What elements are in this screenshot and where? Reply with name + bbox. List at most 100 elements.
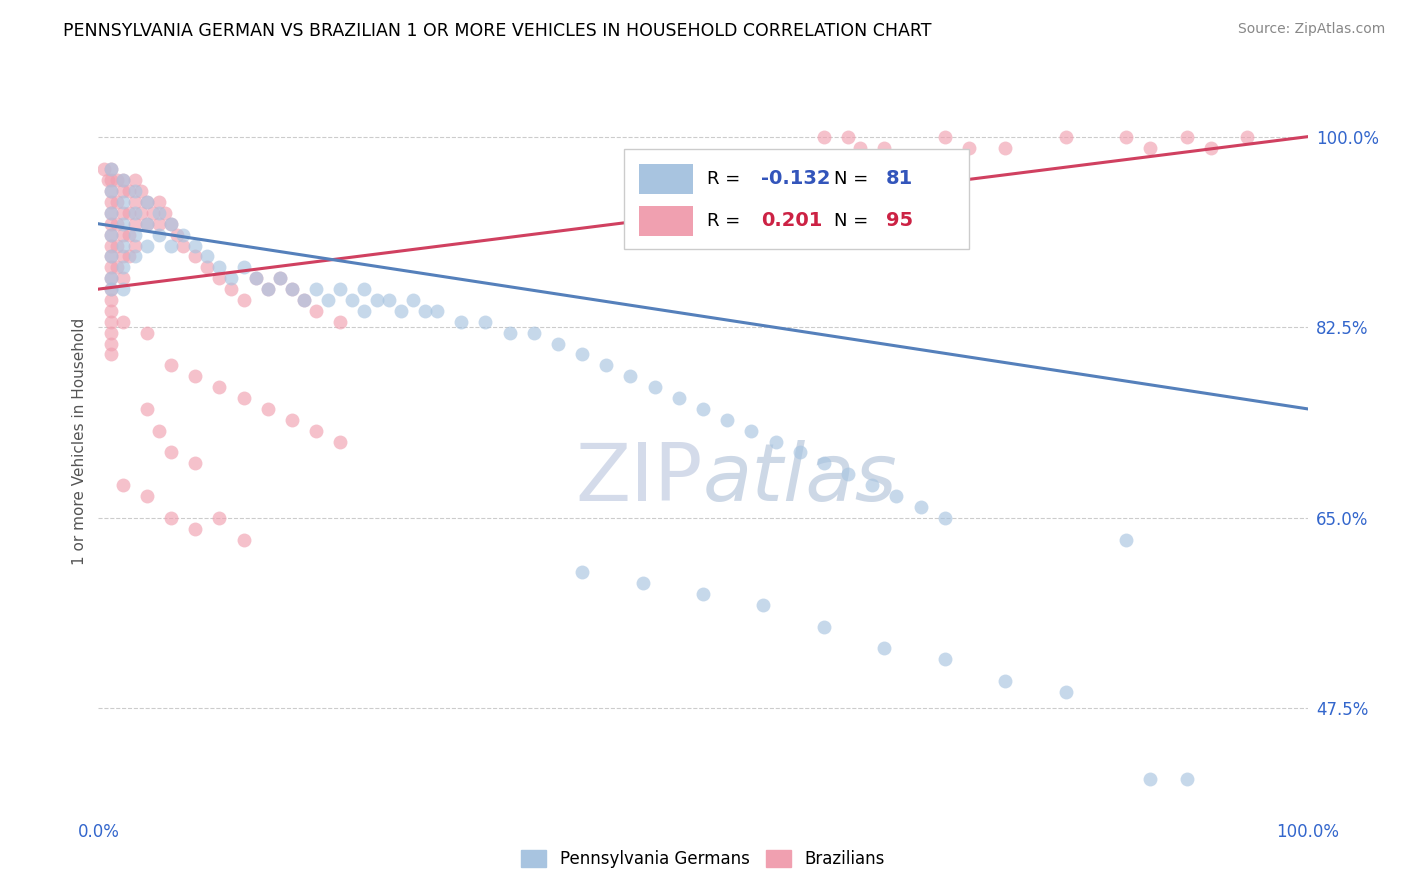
Point	[135, 194, 157, 209]
Point	[100, 217, 122, 231]
Point	[329, 434, 352, 449]
Point	[221, 271, 243, 285]
Point	[111, 238, 134, 252]
Point	[166, 227, 188, 242]
Point	[377, 293, 399, 307]
Text: 95: 95	[886, 211, 912, 230]
FancyBboxPatch shape	[624, 149, 969, 249]
Point	[342, 293, 364, 307]
Point	[873, 641, 896, 656]
Point	[184, 249, 207, 264]
Point	[105, 194, 128, 209]
Point	[105, 238, 128, 252]
FancyBboxPatch shape	[638, 164, 693, 194]
Point	[1175, 129, 1198, 144]
Point	[934, 129, 956, 144]
Point	[668, 391, 690, 405]
Point	[305, 424, 328, 438]
Point	[148, 217, 170, 231]
Point	[124, 206, 146, 220]
Point	[118, 206, 141, 220]
Point	[619, 369, 641, 384]
Point	[886, 489, 908, 503]
Point	[100, 227, 122, 242]
Point	[111, 282, 134, 296]
Point	[142, 206, 165, 220]
Point	[329, 315, 352, 329]
Point	[910, 500, 932, 514]
Point	[1054, 685, 1077, 699]
Point	[837, 129, 859, 144]
Point	[148, 227, 170, 242]
Text: N =: N =	[834, 212, 873, 230]
Point	[124, 173, 146, 187]
Point	[111, 217, 134, 231]
Point	[135, 489, 157, 503]
Point	[100, 206, 122, 220]
Point	[860, 478, 883, 492]
Point	[172, 227, 194, 242]
Point	[1054, 129, 1077, 144]
Point	[124, 217, 146, 231]
Point	[184, 522, 207, 536]
Text: R =: R =	[707, 212, 745, 230]
Point	[740, 424, 762, 438]
Point	[765, 434, 787, 449]
Legend: Pennsylvania Germans, Brazilians: Pennsylvania Germans, Brazilians	[515, 843, 891, 875]
Point	[124, 238, 146, 252]
Point	[118, 184, 141, 198]
Point	[329, 282, 352, 296]
Point	[100, 249, 122, 264]
Point	[172, 238, 194, 252]
Point	[135, 326, 157, 340]
Point	[100, 336, 122, 351]
Point	[124, 249, 146, 264]
Point	[105, 173, 128, 187]
Text: N =: N =	[834, 169, 873, 187]
Point	[245, 271, 267, 285]
Point	[100, 304, 122, 318]
Point	[934, 652, 956, 666]
Point	[100, 260, 122, 275]
Point	[93, 162, 115, 177]
Point	[474, 315, 496, 329]
Text: atlas: atlas	[703, 440, 898, 517]
Point	[426, 304, 449, 318]
Point	[523, 326, 546, 340]
Point	[281, 282, 304, 296]
Point	[1175, 772, 1198, 786]
Point	[160, 217, 183, 231]
Point	[160, 510, 183, 524]
Point	[105, 217, 128, 231]
Point	[124, 184, 146, 198]
Point	[135, 217, 157, 231]
Point	[281, 282, 304, 296]
Point	[208, 271, 231, 285]
Point	[100, 249, 122, 264]
Point	[232, 533, 254, 547]
Point	[195, 260, 218, 275]
Point	[716, 413, 738, 427]
Point	[129, 206, 152, 220]
Point	[221, 282, 243, 296]
Point	[184, 456, 207, 470]
Point	[813, 619, 835, 633]
Point	[269, 271, 291, 285]
Point	[292, 293, 315, 307]
Point	[124, 227, 146, 242]
Point	[111, 227, 134, 242]
Point	[100, 162, 122, 177]
Point	[692, 401, 714, 416]
Point	[208, 260, 231, 275]
Point	[100, 184, 122, 198]
Point	[111, 194, 134, 209]
Point	[208, 380, 231, 394]
Point	[148, 194, 170, 209]
Point	[353, 304, 375, 318]
Point	[135, 217, 157, 231]
Point	[160, 238, 183, 252]
Point	[256, 401, 278, 416]
Point	[100, 271, 122, 285]
Point	[402, 293, 425, 307]
Point	[111, 206, 134, 220]
